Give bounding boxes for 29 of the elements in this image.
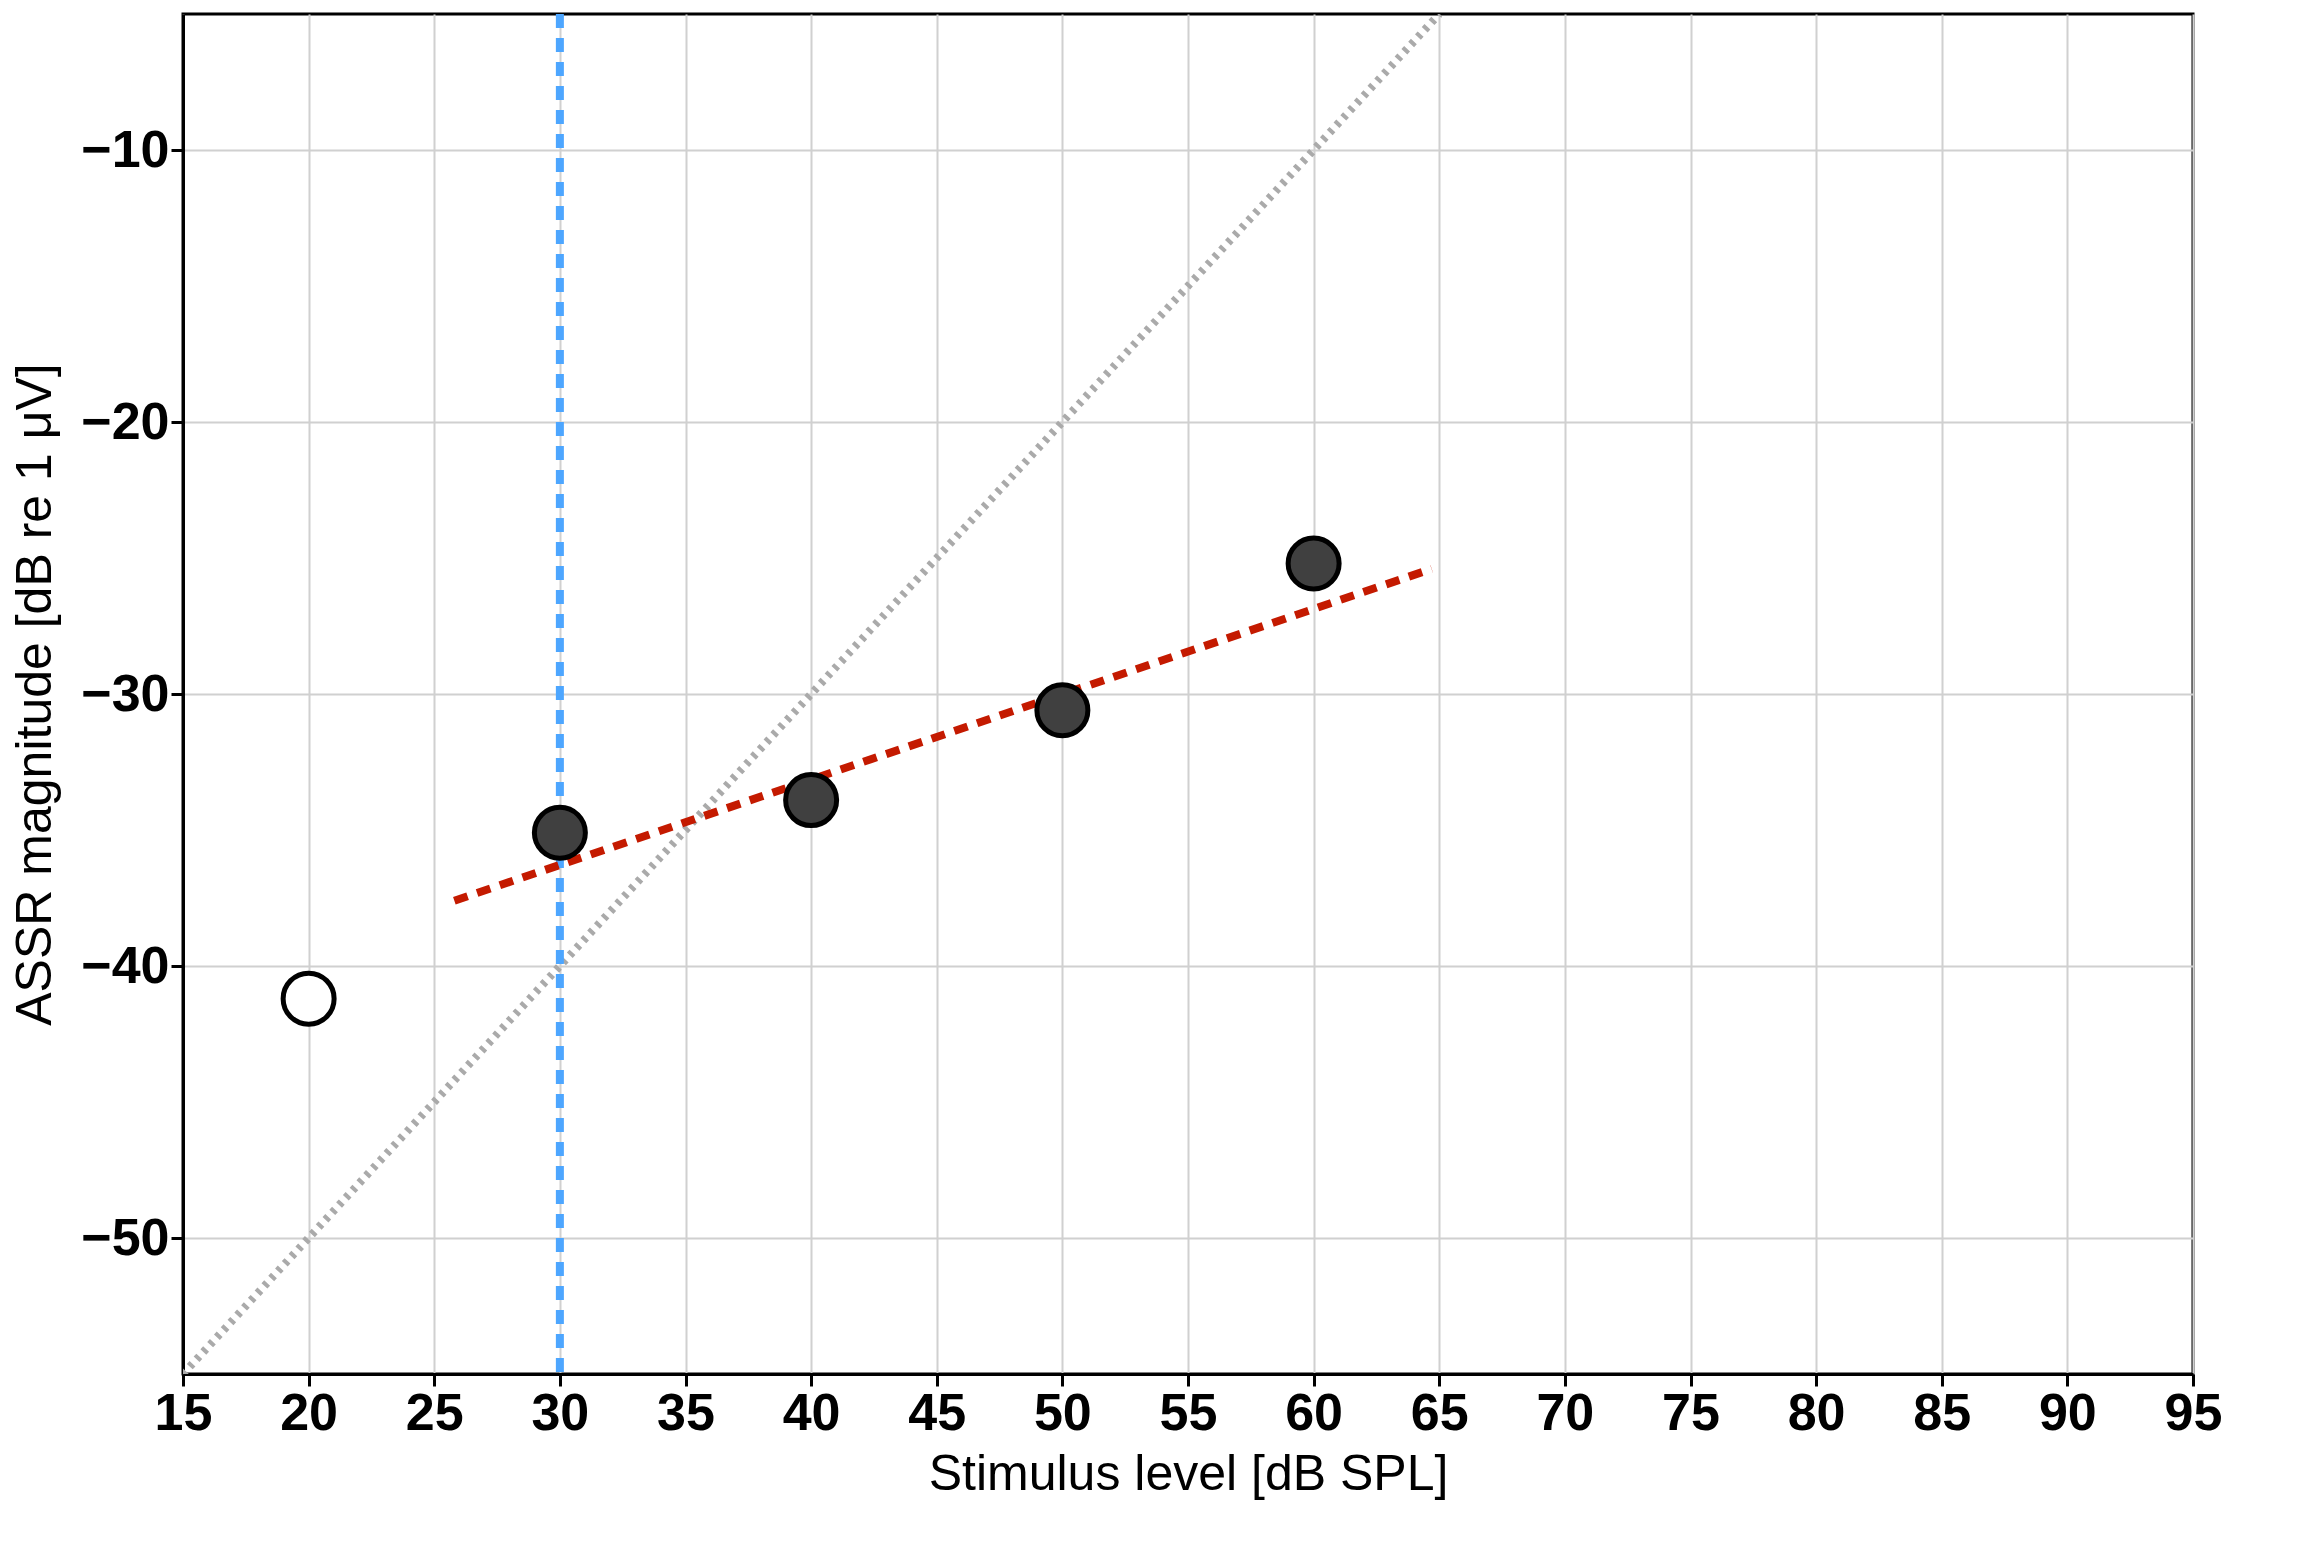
point xyxy=(1034,682,1091,739)
x-tick-label: 55 xyxy=(1159,1382,1218,1441)
x-tick-label: 75 xyxy=(1662,1382,1720,1441)
x-tick-label: 45 xyxy=(908,1382,967,1441)
x-tick-label: 85 xyxy=(1913,1382,1972,1441)
x-tick-label: 60 xyxy=(1285,1382,1344,1441)
y-tick-label: −30 xyxy=(81,663,170,722)
y-tick-label: −20 xyxy=(81,391,170,450)
x-tick-label: 20 xyxy=(280,1382,339,1441)
x-tick-label: 90 xyxy=(2038,1382,2097,1441)
x-tick-label: 25 xyxy=(405,1382,464,1441)
point xyxy=(783,772,840,829)
x-tick-label: 65 xyxy=(1410,1382,1469,1441)
x-tick-label: 50 xyxy=(1033,1382,1092,1441)
y-tick-label: −10 xyxy=(81,119,170,178)
x-tick-label: 35 xyxy=(657,1382,715,1441)
x-axis-title: Stimulus level [dB SPL] xyxy=(928,1444,1449,1501)
y-tick-label: −40 xyxy=(81,935,170,994)
x-tick-label: 80 xyxy=(1787,1382,1846,1441)
x-tick-label: 15 xyxy=(154,1382,213,1441)
point xyxy=(1285,535,1342,592)
y-tick-label: −50 xyxy=(81,1207,170,1266)
x-tick-label: 95 xyxy=(2164,1382,2223,1441)
x-tick-label: 40 xyxy=(782,1382,841,1441)
y-axis-title: ASSR magnitude [dB re 1 μV] xyxy=(6,363,63,1026)
point xyxy=(531,804,588,861)
x-tick-label: 70 xyxy=(1536,1382,1595,1441)
x-tick-label: 30 xyxy=(531,1382,590,1441)
point xyxy=(280,970,337,1027)
